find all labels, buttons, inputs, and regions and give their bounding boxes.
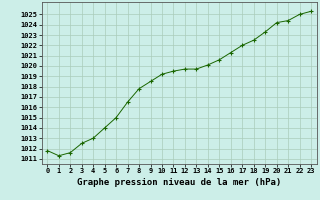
X-axis label: Graphe pression niveau de la mer (hPa): Graphe pression niveau de la mer (hPa) <box>77 178 281 187</box>
